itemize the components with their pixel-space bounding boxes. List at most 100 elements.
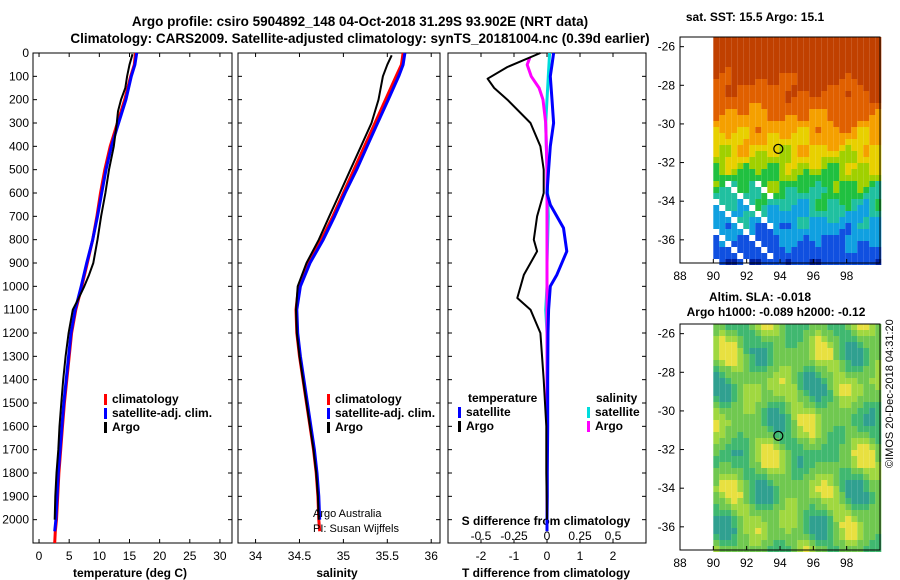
map-cell <box>725 360 732 366</box>
map-cell <box>833 217 840 223</box>
map-cell <box>785 480 792 486</box>
map-cell <box>743 420 750 426</box>
map-cell <box>725 414 732 420</box>
map-cell <box>791 133 798 139</box>
map-cell <box>737 528 744 534</box>
map-cell <box>785 139 792 145</box>
map-cell <box>755 169 762 175</box>
lon-tick-label: 94 <box>773 556 787 570</box>
map-cell <box>803 366 810 372</box>
map-cell <box>839 55 846 61</box>
map-cell <box>845 151 852 157</box>
map-cell <box>845 438 852 444</box>
map-cell <box>773 546 780 552</box>
map-cell <box>719 109 726 115</box>
map-cell <box>875 199 882 205</box>
map-cell <box>797 480 804 486</box>
map-cell <box>731 97 738 103</box>
map-cell <box>809 330 816 336</box>
map-cell <box>863 97 870 103</box>
map-cell <box>845 474 852 480</box>
map-cell <box>749 444 756 450</box>
map-cell <box>863 229 870 235</box>
map-cell <box>725 121 732 127</box>
map-cell <box>731 133 738 139</box>
map-cell <box>731 432 738 438</box>
map-cell <box>749 438 756 444</box>
map-cell <box>737 241 744 247</box>
map-cell <box>779 324 786 330</box>
map-cell <box>731 420 738 426</box>
map-cell <box>737 390 744 396</box>
map-cell <box>857 241 864 247</box>
map-cell <box>713 127 720 133</box>
map-cell <box>761 157 768 163</box>
map-cell <box>767 115 774 121</box>
map-cell <box>851 372 858 378</box>
map-cell <box>779 354 786 360</box>
map-cell <box>875 145 882 151</box>
map-cell <box>857 49 864 55</box>
y-tick-label: 1500 <box>2 396 29 410</box>
lon-tick-label: 90 <box>707 269 721 283</box>
map-cell <box>875 61 882 67</box>
map-cell <box>743 109 750 115</box>
map-cell <box>809 486 816 492</box>
map-cell <box>761 498 768 504</box>
map-cell <box>809 49 816 55</box>
map-cell <box>761 468 768 474</box>
map-cell <box>761 354 768 360</box>
map-cell <box>719 510 726 516</box>
map-cell <box>785 115 792 121</box>
map-cell <box>737 211 744 217</box>
map-cell <box>743 456 750 462</box>
map-cell <box>719 211 726 217</box>
map-cell <box>827 103 834 109</box>
map-cell <box>827 193 834 199</box>
map-cell <box>875 97 882 103</box>
map-cell <box>731 456 738 462</box>
map-cell <box>737 426 744 432</box>
map-cell <box>785 516 792 522</box>
map-cell <box>833 432 840 438</box>
map-cell <box>821 91 828 97</box>
map-cell <box>815 534 822 540</box>
map-cell <box>749 115 756 121</box>
map-cell <box>749 336 756 342</box>
map-cell <box>779 414 786 420</box>
map-cell <box>857 55 864 61</box>
map-cell <box>719 534 726 540</box>
map-cell <box>731 163 738 169</box>
map-cell <box>815 348 822 354</box>
map-cell <box>749 37 756 43</box>
map-cell <box>809 187 816 193</box>
map-cell <box>863 259 870 265</box>
map-cell <box>713 342 720 348</box>
map-cell <box>845 79 852 85</box>
y-tick-label: 200 <box>9 93 29 107</box>
map-cell <box>875 67 882 73</box>
map-cell <box>791 420 798 426</box>
map-cell <box>773 199 780 205</box>
map-cell <box>773 354 780 360</box>
map-cell <box>869 193 876 199</box>
map-cell <box>731 534 738 540</box>
map-cell <box>851 342 858 348</box>
map-cell <box>713 97 720 103</box>
map-cell <box>743 217 750 223</box>
map-cell <box>743 348 750 354</box>
map-cell <box>797 55 804 61</box>
map-cell <box>779 61 786 67</box>
map-cell <box>719 336 726 342</box>
map-cell <box>773 480 780 486</box>
map-cell <box>761 163 768 169</box>
map-cell <box>737 534 744 540</box>
map-cell <box>749 79 756 85</box>
map-cell <box>731 49 738 55</box>
map-cell <box>815 324 822 330</box>
map-cell <box>845 348 852 354</box>
map-cell <box>743 175 750 181</box>
map-cell <box>749 181 756 187</box>
map-cell <box>731 73 738 79</box>
map-cell <box>785 504 792 510</box>
